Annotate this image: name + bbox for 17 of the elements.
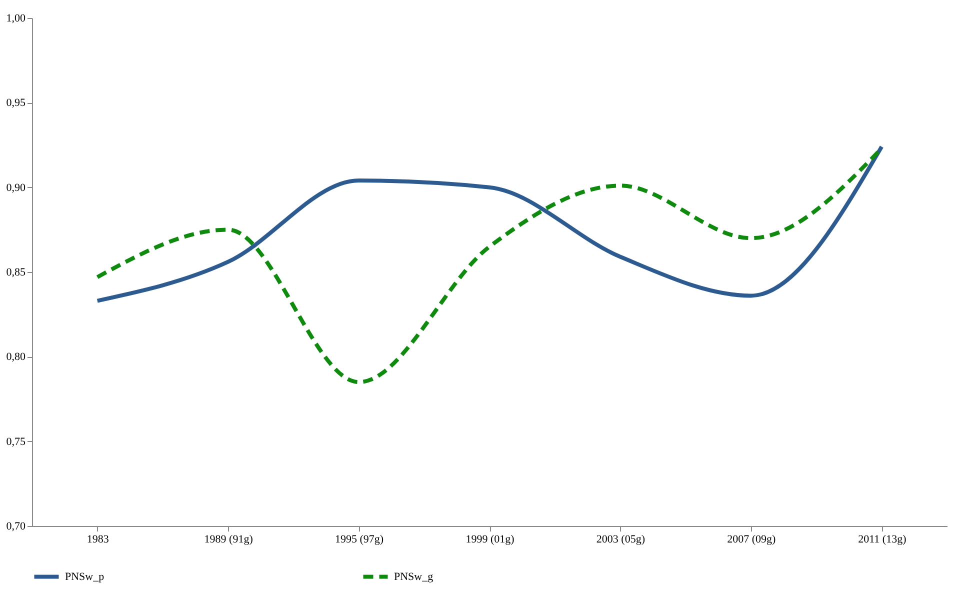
x-tick-label: 2011 (13g) [858, 534, 907, 546]
legend-label: PNSw_g [394, 570, 434, 583]
y-tick-label: 0,75 [6, 436, 26, 448]
y-tick-label: 0,90 [6, 182, 26, 194]
y-tick-label: 0,95 [6, 97, 26, 110]
legend-label: PNSw_p [65, 570, 105, 583]
x-tick-label: 2003 (05g) [596, 534, 646, 546]
y-tick-label: 1,00 [6, 12, 26, 24]
x-tick-label: 1995 (97g) [334, 534, 384, 546]
y-tick-label: 0,80 [6, 351, 26, 364]
x-tick-label: 1999 (01g) [466, 534, 515, 546]
x-tick-label: 2007 (09g) [727, 534, 776, 546]
x-tick-label: 1989 (91g) [204, 534, 254, 546]
x-tick-label: 1983 [86, 534, 110, 546]
y-tick-label: 0,85 [6, 266, 26, 278]
y-tick-label: 0,70 [6, 520, 26, 532]
line-series [95, 144, 884, 303]
